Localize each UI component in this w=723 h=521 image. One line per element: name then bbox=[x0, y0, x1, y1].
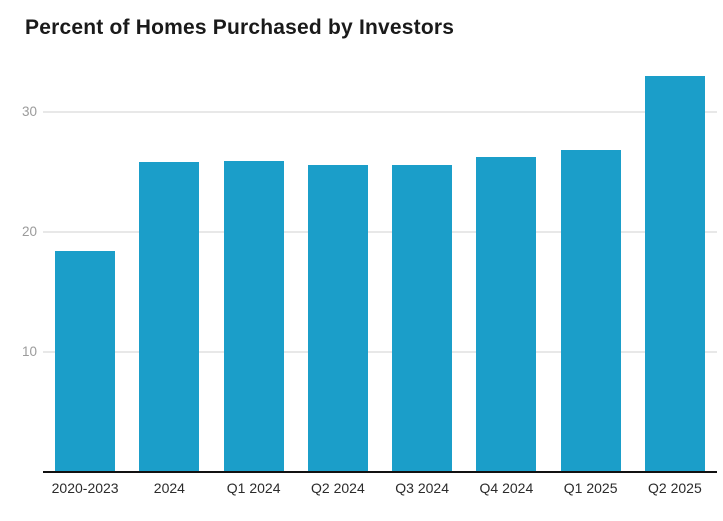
bar-q2-2025 bbox=[644, 76, 705, 472]
x-tick-label-q4-2024: Q4 2024 bbox=[479, 480, 534, 496]
y-tick-label-30: 30 bbox=[21, 103, 37, 119]
x-tick-label-2020-2023: 2020-2023 bbox=[51, 480, 119, 496]
x-axis-tick-labels: 2020-2023 2024 Q1 2024 Q2 2024 Q3 2024 Q4 202… bbox=[43, 478, 717, 498]
bar-q1-2025 bbox=[560, 150, 621, 472]
gridline-30 bbox=[43, 110, 717, 113]
bar-q1-2024 bbox=[223, 161, 284, 472]
bar-slot-2020-2023 bbox=[43, 60, 127, 472]
bar-slot-q1-2024 bbox=[212, 60, 296, 472]
bar-slot-2024 bbox=[127, 60, 211, 472]
bar-2020-2023 bbox=[55, 251, 116, 472]
x-tick-label-q2-2025: Q2 2025 bbox=[648, 480, 702, 496]
x-tick-label-q3-2024: Q3 2024 bbox=[395, 480, 449, 496]
x-tick-label-q1-2024: Q1 2024 bbox=[226, 480, 281, 496]
plot-area bbox=[43, 60, 717, 472]
bar-slot-q1-2025 bbox=[549, 60, 633, 472]
gridline-20 bbox=[43, 230, 717, 233]
y-axis-tick-labels: 10 20 30 bbox=[0, 60, 40, 472]
bar-2024 bbox=[139, 162, 200, 472]
bar-q3-2024 bbox=[392, 165, 453, 472]
gridline-10 bbox=[43, 350, 717, 353]
chart-title: Percent of Homes Purchased by Investors bbox=[25, 16, 455, 39]
x-tick-label-q1-2025: Q1 2025 bbox=[563, 480, 618, 496]
bar-slot-q4-2024 bbox=[464, 60, 548, 472]
bar-slot-q2-2025 bbox=[633, 60, 717, 472]
y-tick-label-10: 10 bbox=[21, 343, 37, 359]
x-tick-label-q2-2024: Q2 2024 bbox=[311, 480, 365, 496]
x-axis-line bbox=[43, 471, 717, 473]
y-tick-label-20: 20 bbox=[21, 223, 37, 239]
bar-q4-2024 bbox=[476, 157, 537, 472]
x-tick-label-2024: 2024 bbox=[153, 480, 185, 496]
gridline-layer bbox=[43, 60, 717, 472]
bar-q2-2024 bbox=[307, 165, 368, 472]
bar-slot-q2-2024 bbox=[296, 60, 380, 472]
bar-slot-q3-2024 bbox=[380, 60, 464, 472]
